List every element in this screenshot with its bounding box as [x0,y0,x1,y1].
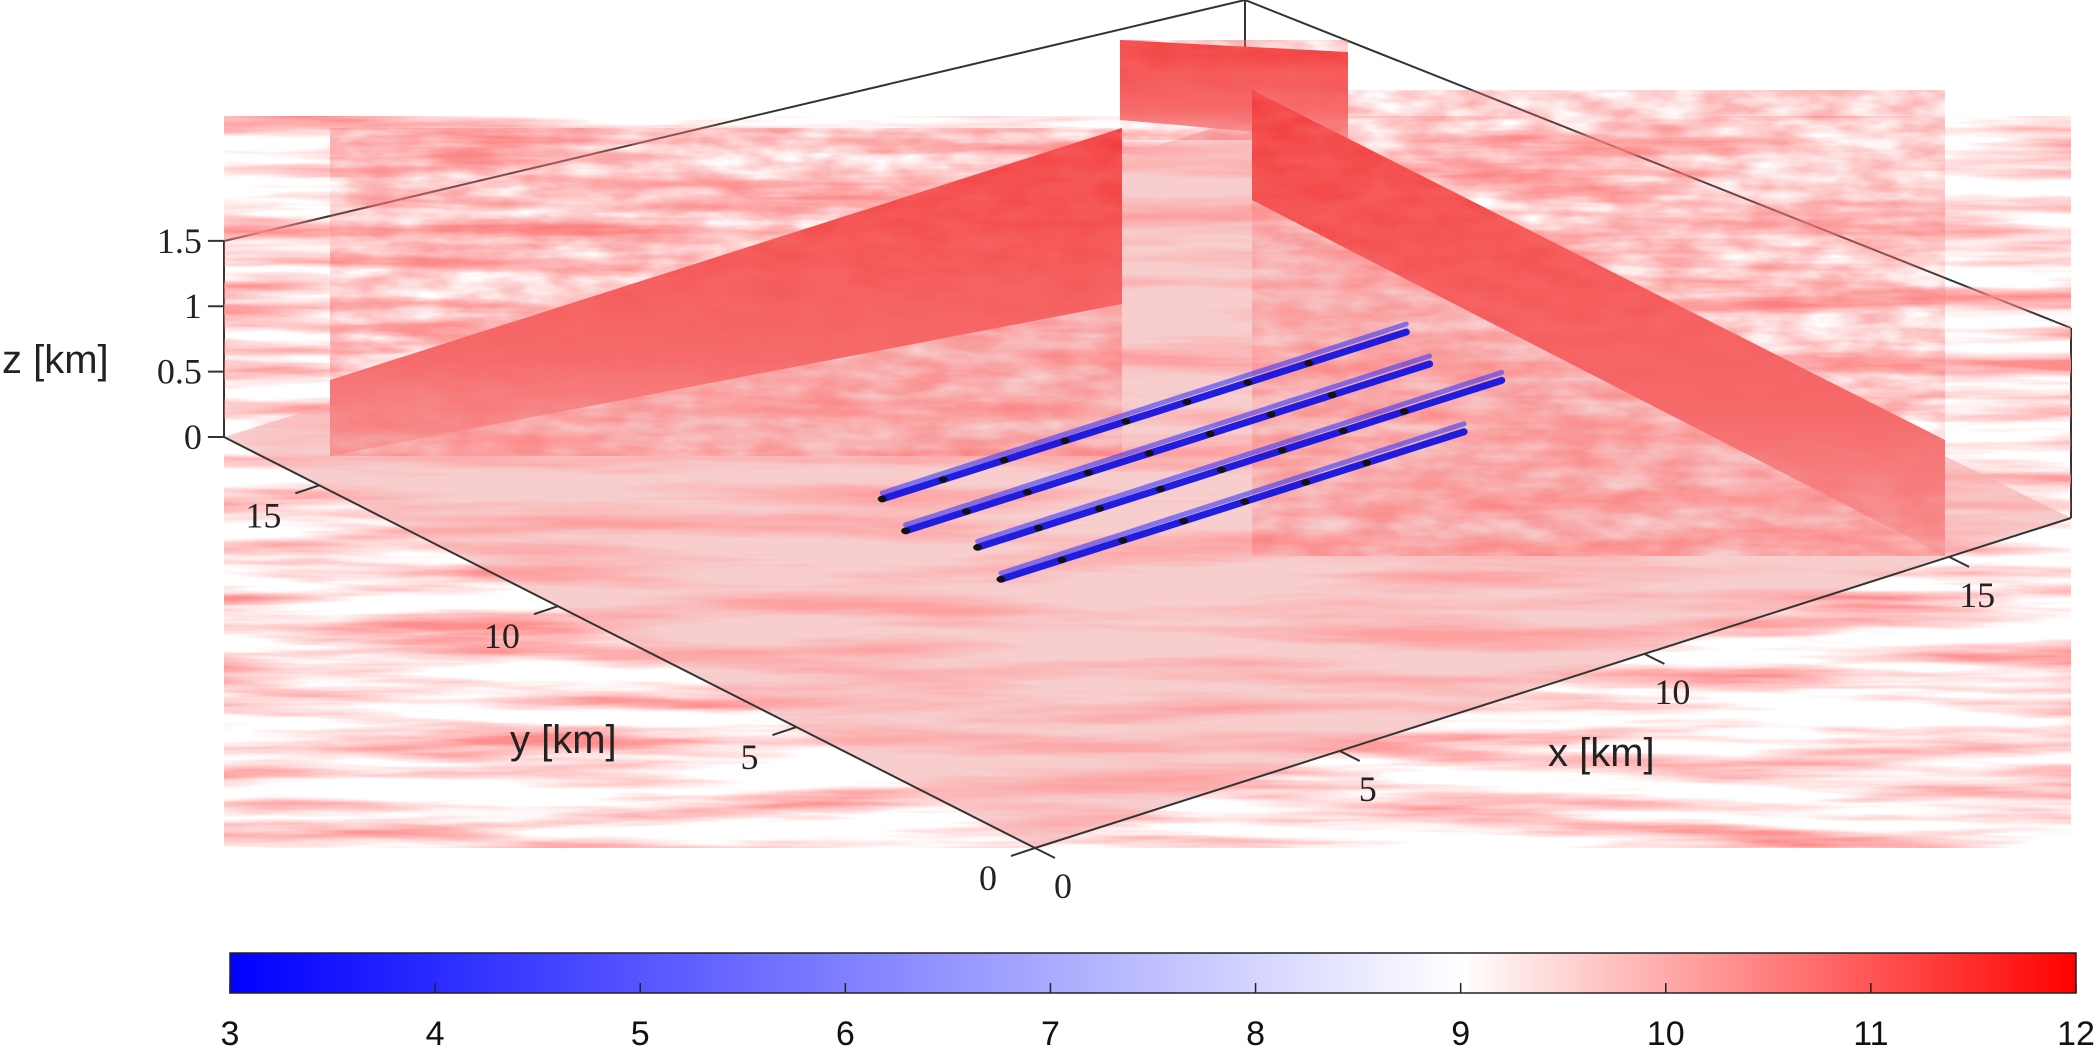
z-tick-label: 0.5 [157,352,202,392]
wind-turbine [877,495,887,503]
wind-turbine [1338,427,1348,435]
colorbar-tick-label: 10 [1647,1015,1685,1048]
y-tick-mark [772,726,797,737]
wind-turbine [999,456,1009,464]
z-axis-ticks: 0 0.5 1 1.5 [157,221,224,457]
x-tick-mark [1643,653,1665,665]
colorbar-tick-label: 8 [1246,1015,1265,1048]
x-tick-label: 10 [1654,672,1690,712]
colorbar-tick-label: 11 [1853,1015,1888,1048]
colorbar-tick-label: 3 [221,1015,240,1048]
wind-turbine [1216,466,1226,473]
y-tick-label: 5 [740,737,758,777]
x-tick-label: 0 [1054,866,1072,906]
z-tick-label: 1.5 [157,221,202,261]
wind-turbine [938,476,948,483]
wind-turbine [1144,450,1154,457]
colorbar-ticks: 3 4 5 6 7 8 9 10 11 12 [221,983,2095,1048]
turbine-wake-edge [998,421,1467,576]
wind-turbine [1362,459,1372,467]
wind-turbine [1022,488,1032,496]
wind-turbine [1399,408,1409,415]
wind-turbine [1060,437,1070,444]
y-axis-line [223,436,1036,849]
turbine-wake [902,360,1434,535]
wind-turbine [1266,411,1276,418]
wind-turbine [1182,398,1192,406]
colorbar-tick-label: 9 [1451,1015,1470,1048]
wind-turbine [1243,379,1253,386]
floor-wash [224,116,2071,848]
y-tick-label: 10 [484,616,520,656]
turbine-wake-edge [903,353,1433,528]
x-axis-label: x [km] [1548,731,1655,775]
y-tick-label: 0 [979,858,997,898]
wind-turbine [1179,517,1189,525]
vertical-slice-right [1252,90,1945,556]
turbine-wakes [878,321,1506,583]
wind-turbine [1121,418,1131,425]
wind-turbine [961,508,971,515]
x-axis-line [1034,517,2072,849]
y-axis-label: y [km] [510,718,617,762]
slice-left-texture [330,128,1122,456]
wind-turbine [996,576,1006,583]
colorbar-tick-label: 4 [426,1015,445,1048]
y-tick-mark [533,605,559,616]
y-tick-mark [1010,847,1036,857]
z-tick-label: 0 [184,417,202,457]
y-tick-mark [295,484,320,495]
box-edge-top-back [223,0,1246,242]
z-axis-label: z [km] [2,338,109,382]
box-edge-top-right [1244,0,2072,329]
bounding-box [223,0,2072,518]
wind-turbine [1095,505,1105,512]
wind-turbine [1034,524,1044,532]
x-tick-label: 15 [1959,575,1995,615]
x-tick-mark [1948,555,1970,568]
colorbar-tick-label: 6 [836,1015,855,1048]
wind-turbine [1240,498,1250,505]
horizontal-slice [224,116,2071,848]
vertical-slice-left [330,128,1122,456]
x-tick-mark [1034,847,1056,859]
wind-turbine [1155,485,1165,493]
colorbar-tick-label: 12 [2057,1015,2095,1048]
wind-turbine [973,544,983,551]
turbine-wake [878,328,1410,503]
colorbar-gradient [229,952,2077,994]
y-axis-ticks: 0 5 10 15 [245,484,1036,898]
wind-turbine [1057,556,1067,564]
turbine-wake-edge [879,321,1409,496]
y-tick-label: 15 [245,495,281,535]
wind-turbine [1083,469,1093,476]
wind-turbine [901,527,911,535]
wind-turbine [1205,430,1215,438]
colorbar: 3 4 5 6 7 8 9 10 11 12 [221,952,2095,1048]
turbine-wake [974,376,1506,551]
x-tick-mark [1339,750,1361,762]
x-axis-ticks: 0 5 10 15 [1034,555,1995,906]
slice-right-texture [1252,90,1945,556]
colorbar-tick-label: 5 [631,1015,650,1048]
turbine-wake-edge [975,369,1505,544]
wind-turbine [1277,447,1287,454]
colorbar-tick-label: 7 [1041,1015,1060,1048]
wind-turbine [1304,359,1314,367]
turbine-markers [877,359,1409,583]
turbine-wake [997,428,1468,583]
z-tick-label: 1 [184,286,202,326]
wind-turbine [1301,479,1311,486]
wind-turbine [1327,391,1337,399]
wind-turbine [1118,537,1128,544]
x-tick-label: 5 [1359,769,1377,809]
